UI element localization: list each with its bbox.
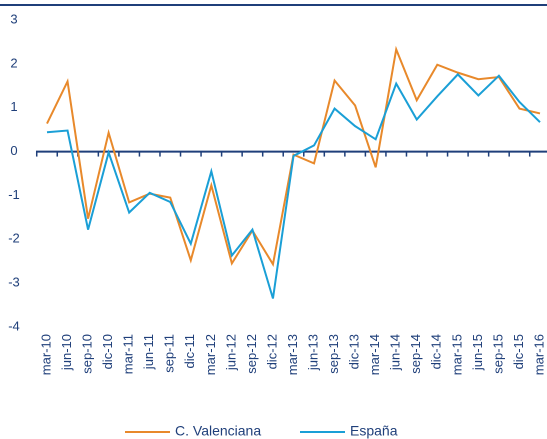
x-tick-label: dic-11 [182,334,197,368]
x-tick-label: sep-15 [490,334,505,374]
x-tick-label: jun-11 [141,334,156,370]
x-tick-label: mar-11 [121,334,136,374]
x-tick-label: dic-14 [429,334,444,369]
x-tick-label: mar-12 [203,334,218,375]
x-tick-label: mar-10 [38,334,53,375]
y-tick-label: 1 [10,99,17,114]
y-tick-label: -2 [8,231,20,246]
y-tick-label: -3 [8,275,20,290]
x-tick-label: jun-14 [388,334,403,371]
x-tick-label: mar-16 [531,334,546,375]
y-tick-label: -4 [8,318,20,333]
x-tick-label: sep-10 [80,334,95,374]
y-tick-label: 0 [10,143,17,158]
y-tick-label: 3 [10,11,17,26]
x-tick-label: jun-15 [470,334,485,371]
x-tick-label: dic-15 [511,334,526,369]
x-tick-label: dic-10 [100,334,115,369]
x-tick-label: sep-14 [408,334,423,374]
y-tick-label: -1 [8,187,20,202]
x-tick-label: dic-13 [347,334,362,369]
x-tick-label: mar-13 [285,334,300,375]
x-tick-label: jun-12 [223,334,238,371]
x-tick-label: jun-10 [59,334,74,371]
series-line [46,72,541,299]
x-tick-label: sep-12 [244,334,259,374]
x-tick-label: mar-14 [367,334,382,375]
x-tick-label: sep-11 [162,334,177,373]
x-tick-label: mar-15 [449,334,464,375]
legend-label: España [350,423,398,439]
series-line [46,45,541,268]
x-tick-label: sep-13 [326,334,341,374]
x-tick-label: dic-12 [264,334,279,369]
x-tick-label: jun-13 [305,334,320,371]
legend-label: C. Valenciana [175,423,261,439]
y-tick-label: 2 [10,55,17,70]
